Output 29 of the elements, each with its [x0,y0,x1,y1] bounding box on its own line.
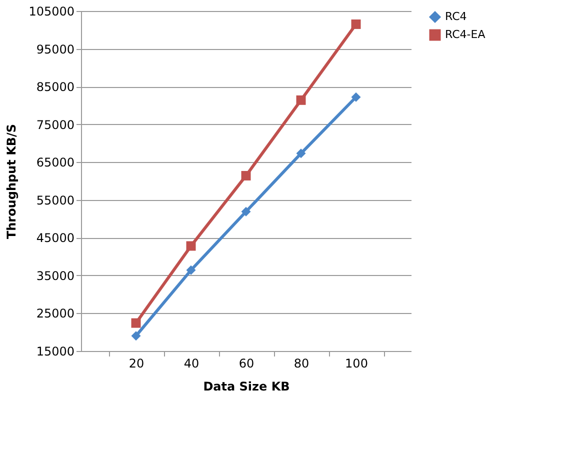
point [186,265,196,275]
point [296,148,306,158]
point [296,95,306,105]
x-axis-title: Data Size KB [203,380,290,394]
y-tick-label: 35000 [36,268,74,283]
point [131,331,141,341]
x-tick-label: 60 [238,356,254,370]
legend-label: RC4 [445,10,467,23]
x-tick-label: 80 [294,356,310,370]
y-tick-label: 85000 [36,80,74,94]
point [186,241,196,251]
y-tick-label: 25000 [36,306,74,321]
point [131,318,141,328]
y-tick-label: 95000 [36,42,74,56]
y-tick-label: 65000 [36,156,74,170]
y-tick-label: 55000 [36,193,74,208]
point [351,19,361,29]
y-tick-label: 15000 [36,344,74,358]
y-tick-label: 75000 [36,118,74,132]
x-tick-label: 40 [184,356,200,370]
point [351,92,361,102]
point [241,206,251,216]
x-tick-label: 20 [128,356,144,370]
y-tick-label: 105000 [28,4,74,18]
legend-label: RC4-EA [445,28,486,41]
x-tick-label: 100 [345,356,368,370]
y-tick-label: 45000 [36,231,74,246]
y-axis-title: Throughput KB/S [4,124,19,240]
point [241,170,251,180]
